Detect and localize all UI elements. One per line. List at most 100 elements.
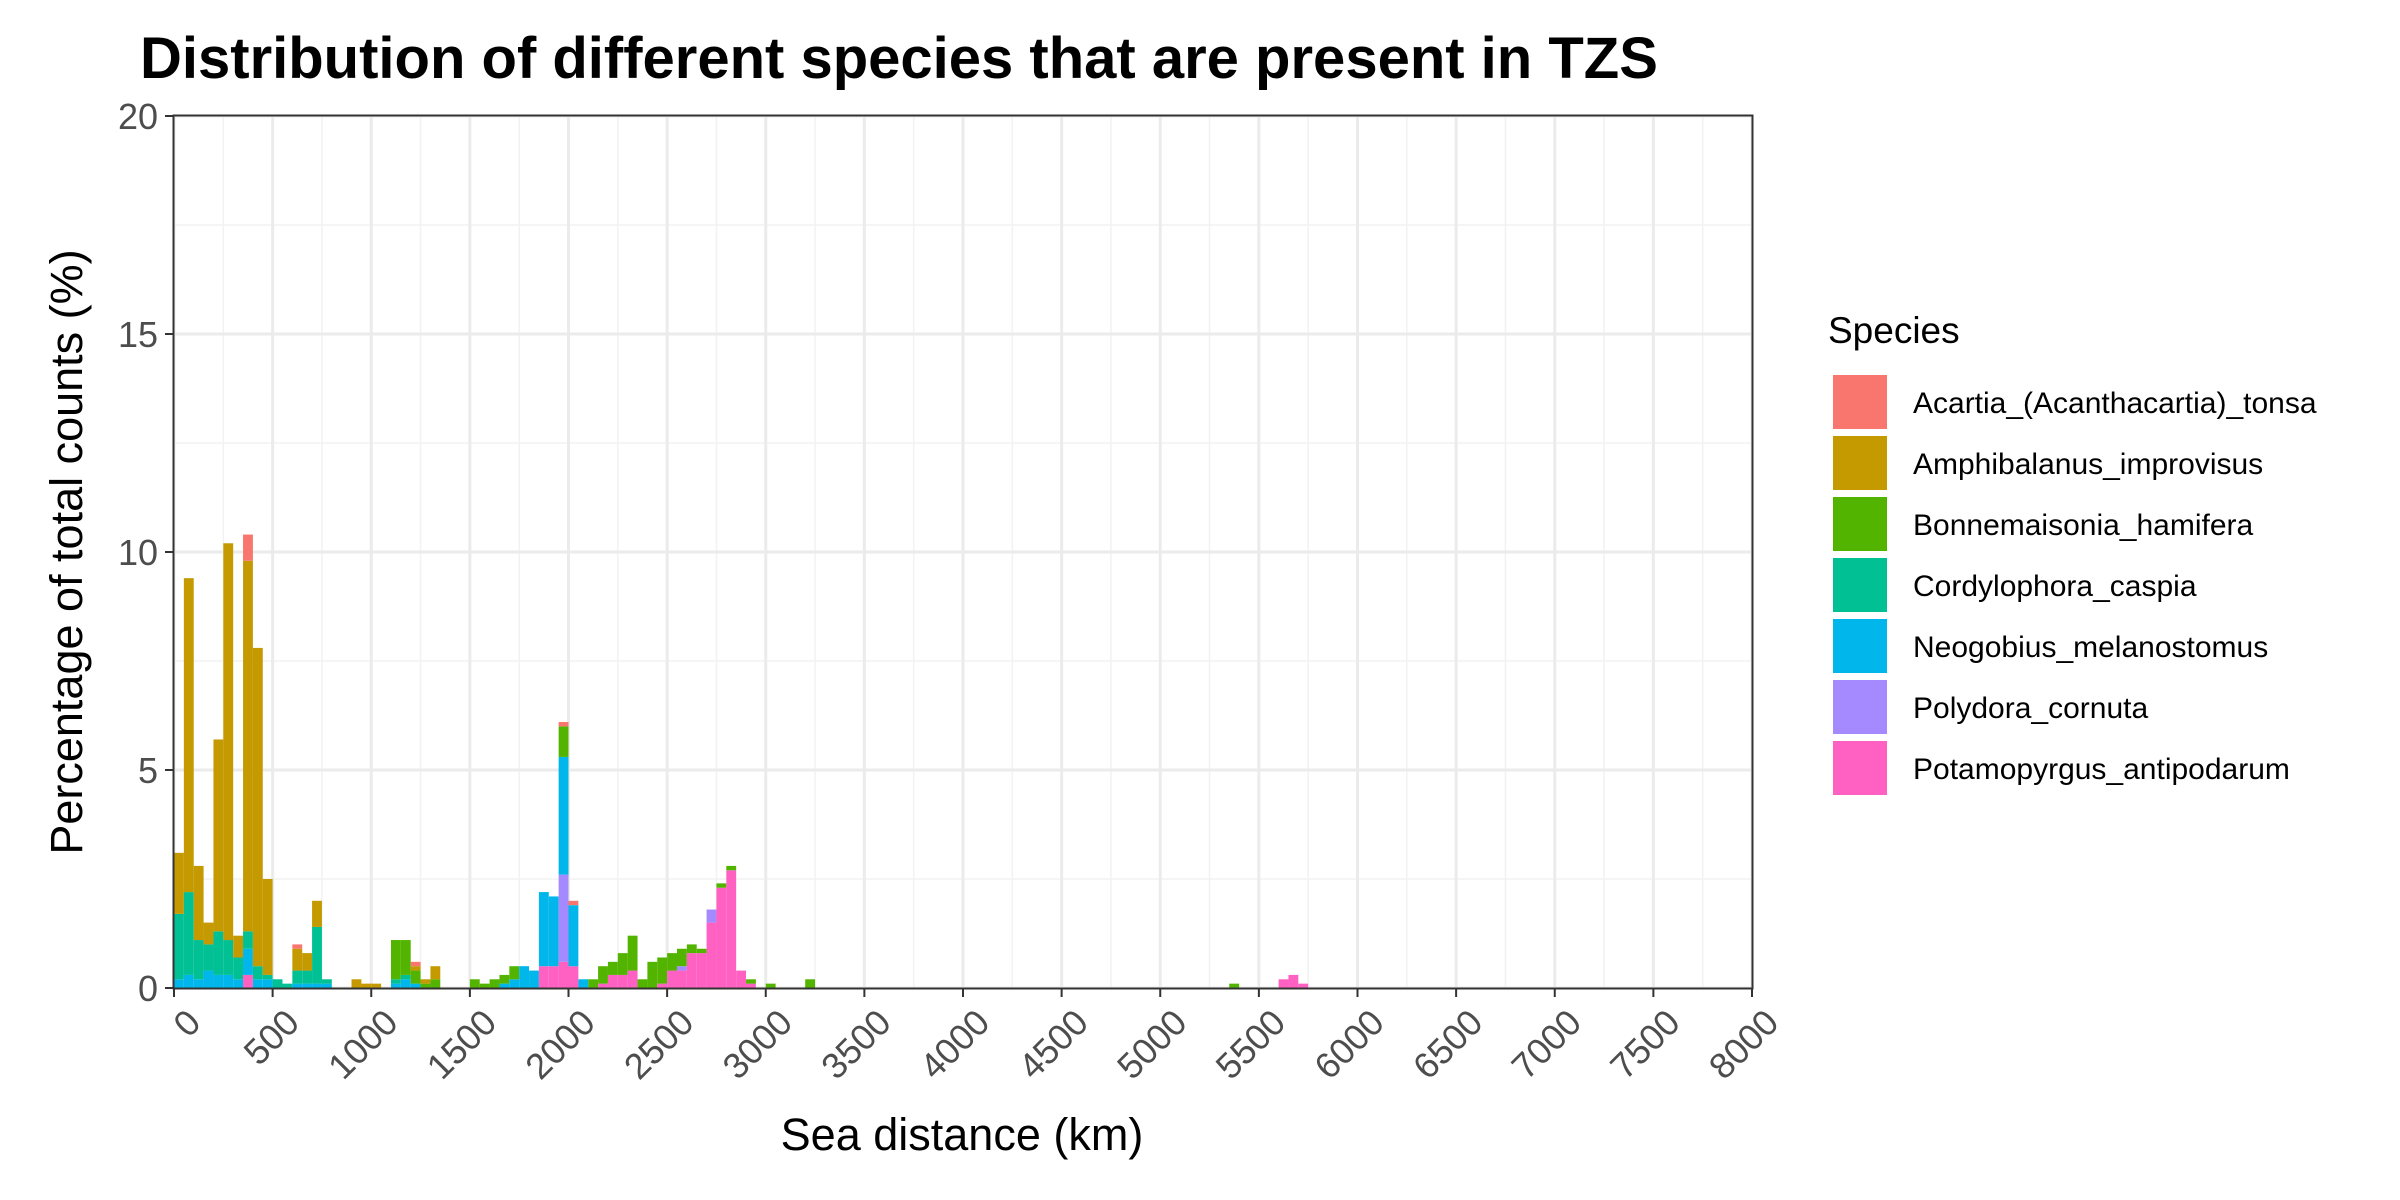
bar-segment (213, 931, 224, 975)
bar-segment (390, 979, 401, 984)
bar-segment (499, 983, 510, 988)
y-tick-label: 0 (138, 968, 158, 1009)
bar-segment (203, 970, 214, 988)
bar-segment (558, 756, 569, 875)
bar-segment (371, 983, 382, 988)
bar-segment (676, 948, 687, 967)
bar-segment (390, 983, 401, 988)
bar-segment (420, 979, 431, 984)
bar-segment (193, 940, 204, 980)
bar-segment (203, 922, 214, 945)
bar-segment (558, 961, 569, 988)
bar-segment (233, 957, 244, 980)
x-tick-label: 7000 (1503, 1001, 1589, 1087)
x-tick-label: 2000 (517, 1001, 603, 1087)
bar-segment (252, 979, 263, 988)
y-tick-label: 15 (118, 314, 158, 355)
bar-segment (183, 578, 194, 893)
bar-segment (262, 974, 273, 980)
bar-segment (243, 560, 253, 932)
legend-swatch (1833, 375, 1887, 429)
x-tick-label: 4500 (1010, 1001, 1096, 1087)
bar-segment (489, 979, 500, 988)
bar-segment (400, 974, 411, 980)
x-tick-label: 4000 (912, 1001, 998, 1087)
y-tick-label: 5 (138, 750, 158, 791)
bar-segment (607, 961, 618, 975)
bar-segment (538, 966, 549, 988)
bar-segment (430, 979, 441, 988)
y-axis-title: Percentage of total counts (%) (41, 249, 92, 854)
bar-segment (558, 726, 569, 757)
x-tick-label: 6000 (1306, 1001, 1392, 1087)
bar-segment (223, 940, 234, 975)
bar-segment (312, 926, 322, 984)
bar-segment (509, 966, 520, 980)
bar-segment (746, 979, 756, 984)
bar-segment (233, 935, 244, 958)
bar-segment (716, 883, 727, 888)
bar-segment (568, 900, 579, 906)
bar-segment (252, 647, 263, 967)
bar-segment (213, 739, 224, 932)
bar-segment (193, 865, 204, 941)
bar-segment (351, 979, 362, 988)
y-tick-label: 20 (118, 96, 158, 137)
bar-segment (657, 957, 668, 984)
bar-segment (519, 966, 530, 988)
legend-swatch (1833, 741, 1887, 795)
bar-segment (617, 953, 628, 975)
bar-segment (430, 966, 441, 980)
legend-swatch (1833, 619, 1887, 673)
bar-segment (262, 879, 273, 975)
bar-segment (282, 983, 293, 988)
bar-segment (400, 940, 411, 975)
bar-segment (1278, 979, 1289, 988)
legend: Species Acartia_(Acanthacartia)_tonsa Amp… (1828, 310, 2317, 795)
bar-segment (302, 953, 313, 971)
bar-segment (252, 966, 263, 980)
bar-segment (174, 852, 184, 914)
bar-segment (321, 979, 332, 984)
bar-segment (676, 970, 687, 988)
bar-segment (667, 970, 677, 988)
bar-segment (667, 953, 677, 971)
bar-segment (726, 870, 737, 988)
bar-segment (607, 974, 618, 988)
bar-segment (292, 948, 303, 971)
bar-segment (292, 970, 303, 984)
legend-label: Cordylophora_caspia (1913, 570, 2197, 603)
x-tick-label: 2500 (616, 1001, 702, 1087)
bar-segment (292, 944, 303, 949)
bar-segment (548, 896, 559, 967)
legend-swatch (1833, 558, 1887, 612)
x-tick-label: 3500 (813, 1001, 899, 1087)
bar-segment (548, 966, 559, 988)
x-tick-label: 500 (235, 1001, 306, 1072)
bar-segment (193, 979, 204, 988)
bar-segment (243, 974, 253, 988)
bar-segment (183, 892, 194, 975)
bar-segment (174, 979, 184, 988)
legend-label: Neogobius_melanostomus (1913, 631, 2268, 664)
bar-segment (696, 953, 707, 988)
bar-segment (637, 979, 648, 988)
bar-segment (312, 983, 322, 988)
bar-segment (410, 966, 421, 971)
chart-title: Distribution of different species that a… (140, 26, 1658, 91)
x-tick-label: 7500 (1602, 1001, 1688, 1087)
bar-segment (558, 874, 569, 962)
bar-segment (647, 961, 658, 988)
bar-segment (223, 543, 234, 941)
bar-segment (617, 974, 628, 988)
bar-segment (243, 534, 253, 561)
gridlines (172, 114, 1754, 990)
bar-segment (696, 948, 707, 954)
bar-segment (805, 979, 816, 988)
x-tick-label: 1000 (320, 1001, 406, 1087)
y-tick-label: 10 (118, 532, 158, 573)
legend-label: Potamopyrgus_antipodarum (1913, 753, 2290, 786)
bar-segment (686, 944, 697, 954)
bar-segment (706, 922, 717, 988)
bar-segment (312, 900, 322, 927)
